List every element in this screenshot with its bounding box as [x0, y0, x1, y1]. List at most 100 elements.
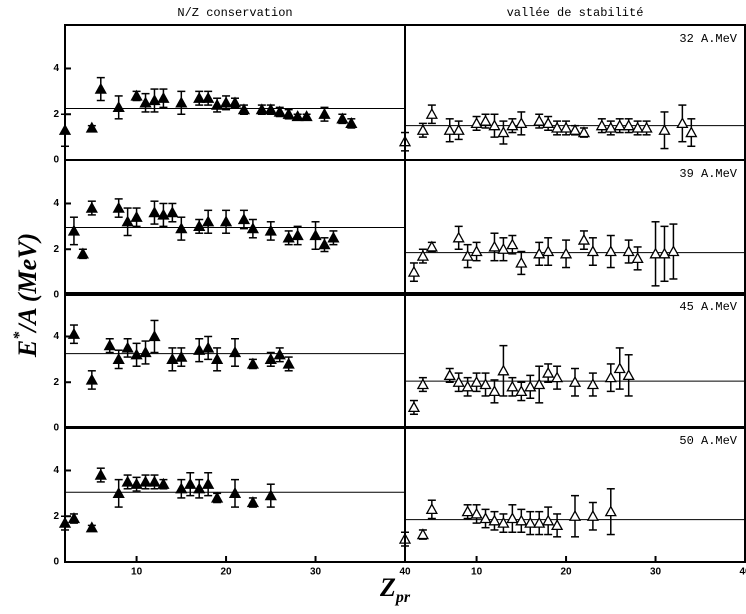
marker [237, 213, 251, 225]
marker [228, 346, 242, 358]
marker [443, 123, 456, 135]
marker [300, 110, 313, 122]
marker [202, 477, 215, 489]
marker [202, 341, 215, 353]
marker [515, 256, 528, 268]
marker [416, 378, 429, 390]
marker [273, 348, 286, 360]
marker [112, 201, 125, 213]
marker [568, 375, 582, 387]
marker [157, 208, 170, 220]
marker [425, 503, 438, 515]
marker [130, 477, 143, 489]
marker [85, 121, 98, 133]
marker [497, 364, 510, 376]
marker [604, 121, 617, 133]
marker [112, 353, 125, 365]
marker [613, 119, 626, 131]
marker [202, 91, 215, 103]
marker [166, 353, 179, 365]
marker [67, 327, 81, 339]
marker [193, 482, 206, 494]
marker [309, 229, 322, 241]
y-tick-label: 2 [53, 244, 59, 255]
marker [416, 528, 429, 540]
marker [622, 245, 635, 257]
x-label-sub: pr [394, 589, 411, 606]
marker [533, 114, 546, 126]
marker [497, 126, 510, 138]
marker [336, 112, 349, 124]
marker [211, 491, 224, 503]
x-label-main: Z [379, 573, 396, 602]
marker [327, 231, 340, 243]
marker [148, 206, 161, 218]
x-tick-label: 10 [131, 567, 143, 578]
marker [246, 496, 259, 508]
x-tick-label: 30 [310, 567, 322, 578]
marker [533, 378, 546, 390]
marker [470, 375, 483, 387]
marker [264, 103, 277, 115]
marker [175, 96, 188, 108]
marker [345, 117, 358, 129]
marker [85, 201, 98, 213]
marker [533, 247, 546, 259]
marker [497, 516, 510, 528]
marker [470, 507, 483, 519]
x-axis-label: Zpr [379, 573, 411, 606]
marker [622, 119, 635, 131]
marker [488, 240, 501, 252]
panel-frame [64, 24, 406, 161]
marker [685, 126, 698, 138]
marker [193, 343, 206, 355]
marker [461, 249, 474, 261]
marker [121, 341, 134, 353]
marker [211, 98, 224, 110]
y-tick-label: 2 [53, 109, 59, 120]
marker [604, 245, 617, 257]
marker [121, 215, 134, 227]
y-label-rest: /A (MeV) [13, 233, 42, 334]
marker [407, 401, 421, 413]
marker [631, 252, 644, 264]
y-label-main: E [13, 340, 42, 358]
marker [586, 378, 599, 390]
x-tick-label: 20 [560, 567, 572, 578]
energy-label: 50 A.MeV [679, 434, 737, 448]
marker [246, 222, 259, 234]
marker [488, 385, 501, 397]
marker [515, 385, 528, 397]
marker [551, 121, 564, 133]
marker [67, 224, 81, 236]
panel-frame [404, 426, 746, 563]
marker [166, 206, 179, 218]
marker [604, 505, 617, 517]
column-title: vallée de stabilité [507, 6, 644, 20]
marker [676, 117, 689, 129]
marker [425, 107, 438, 119]
marker [479, 512, 492, 524]
marker [130, 210, 143, 222]
marker [586, 509, 599, 521]
marker [604, 371, 617, 383]
marker [219, 96, 233, 108]
marker [506, 119, 519, 131]
marker [94, 82, 107, 94]
marker [291, 229, 304, 241]
y-tick-label: 4 [53, 63, 59, 74]
marker [211, 353, 224, 365]
marker [175, 482, 188, 494]
y-tick-label: 4 [53, 331, 59, 342]
marker [318, 238, 331, 250]
column-title: N/Z conservation [177, 6, 292, 20]
marker [586, 245, 599, 257]
marker [148, 475, 161, 487]
marker [121, 475, 134, 487]
marker [658, 123, 671, 135]
x-tick-label: 30 [650, 567, 662, 578]
marker [613, 362, 626, 374]
marker [139, 96, 152, 108]
y-tick-label: 2 [53, 377, 59, 388]
marker [622, 369, 635, 381]
